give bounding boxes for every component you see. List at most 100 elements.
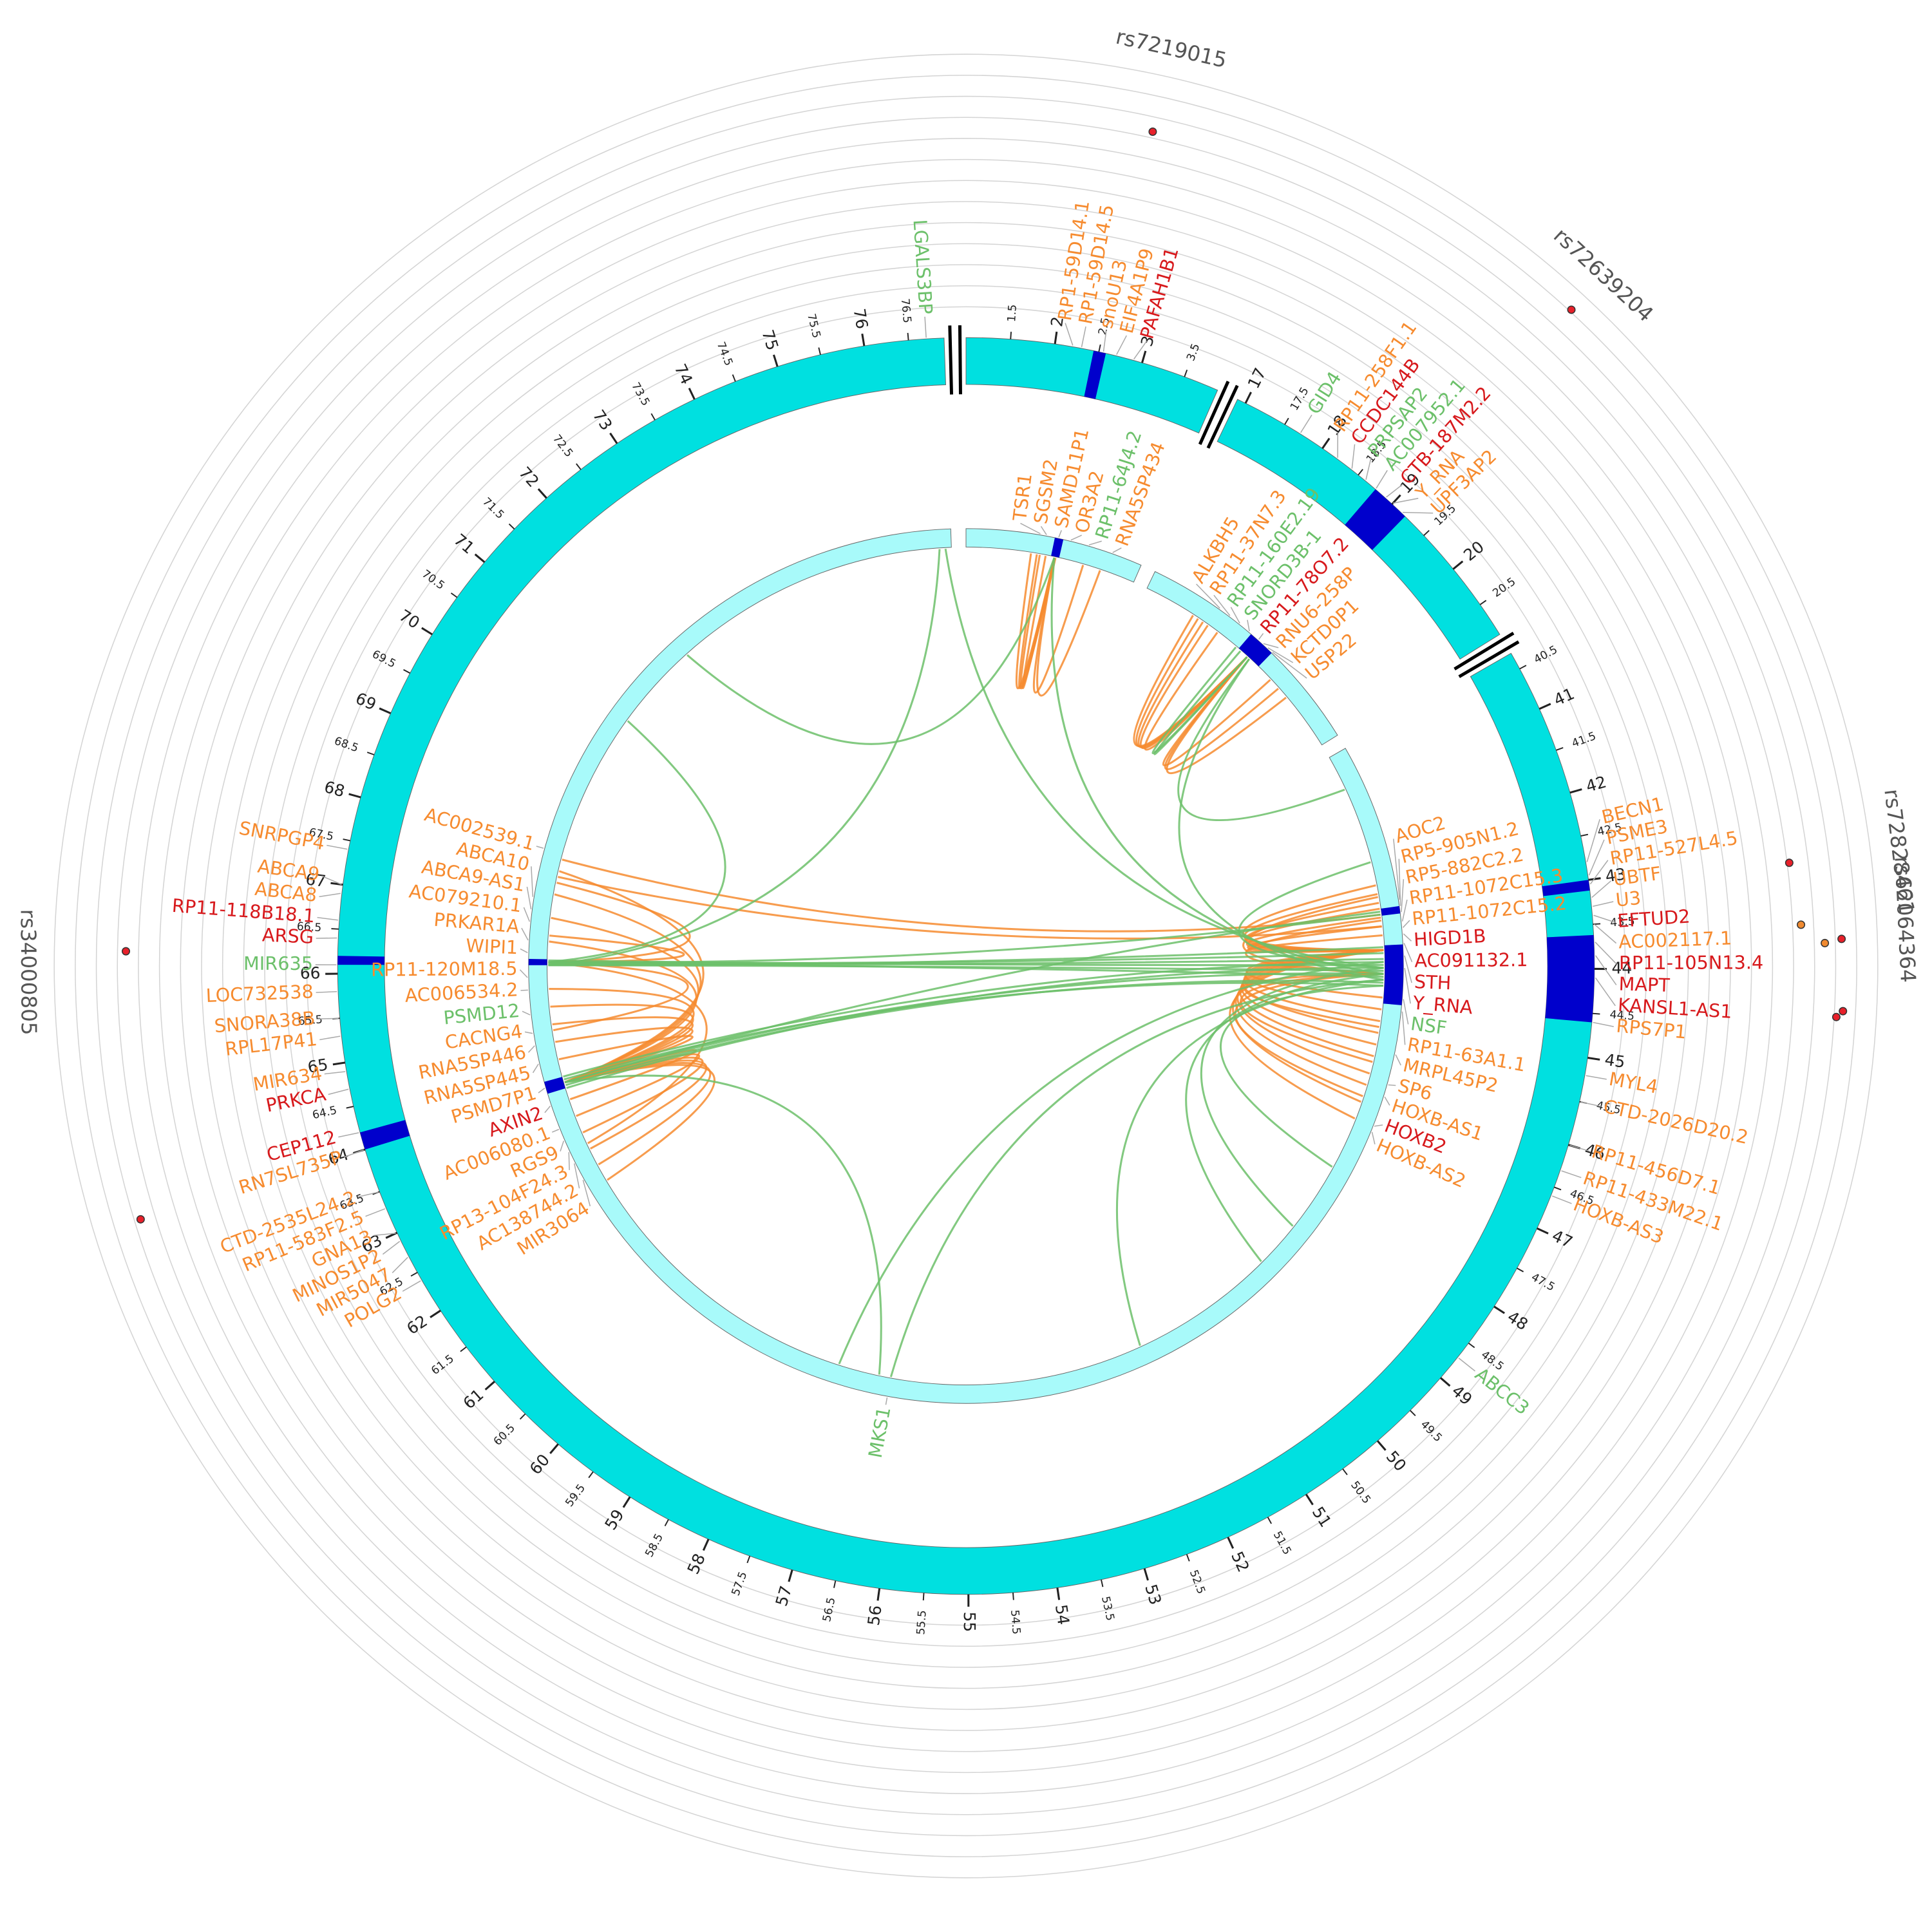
segment-break [948, 325, 954, 395]
label-connector [1593, 901, 1614, 907]
label-connector [885, 1397, 888, 1405]
tick-label: 43.5 [1610, 915, 1636, 929]
label-connector [573, 1163, 580, 1189]
label-connector [1580, 1101, 1602, 1107]
tick-label: 49.5 [1418, 1418, 1444, 1444]
tick-label: 53.5 [1099, 1595, 1117, 1622]
snp-point [1821, 938, 1830, 947]
label-connector [1403, 999, 1409, 1025]
tick-label: 50 [1383, 1447, 1410, 1475]
inner-ring-segment [1146, 571, 1338, 746]
tick-label: 56 [864, 1604, 886, 1627]
label-connector [1586, 1075, 1607, 1080]
link [1153, 650, 1248, 755]
label-connector [526, 886, 532, 910]
link [549, 988, 695, 1084]
label-connector [1395, 1054, 1401, 1066]
label-connector [1040, 526, 1047, 535]
link [1144, 632, 1248, 751]
snp-point [122, 947, 131, 956]
label-connector [1393, 838, 1401, 900]
label-connector [1058, 530, 1062, 538]
tick-label: 43 [1604, 864, 1627, 886]
label-connector [317, 1018, 339, 1019]
tick-label: 52 [1227, 1549, 1253, 1575]
link [1177, 658, 1345, 822]
link [548, 882, 691, 963]
link [562, 858, 1381, 933]
gene-label: STH [1414, 971, 1452, 994]
tick-mark [588, 1471, 594, 1479]
tick-label: 1.5 [1005, 304, 1019, 323]
gene-label: AC091132.1 [1414, 949, 1528, 972]
link [1185, 972, 1384, 1262]
label-connector [392, 1256, 408, 1274]
tick-mark [1056, 1587, 1061, 1600]
inner-highlight [544, 1077, 565, 1094]
label-connector [544, 1105, 551, 1113]
grid-circle [243, 243, 1689, 1689]
outer-highlight [1542, 880, 1590, 896]
tick-label: 55 [960, 1611, 979, 1632]
link [1238, 861, 1384, 969]
tick-label: 74.5 [714, 340, 735, 368]
tick-mark [1358, 469, 1363, 476]
link [944, 548, 1384, 969]
tick-label: 60 [526, 1450, 554, 1478]
tick-mark [833, 1580, 837, 1588]
tick-mark [732, 374, 736, 382]
tick-mark [537, 488, 547, 499]
tick-label: 50.5 [1348, 1479, 1373, 1506]
label-connector [1589, 860, 1609, 885]
tick-label: 71.5 [480, 495, 506, 522]
tick-mark [746, 1555, 751, 1564]
label-connector [1401, 899, 1408, 922]
tick-label: 70.5 [419, 567, 447, 592]
label-connector [1588, 839, 1605, 876]
tick-label: 61 [460, 1385, 488, 1413]
label-connector [1230, 607, 1240, 624]
link [548, 720, 726, 963]
tick-mark [1101, 1579, 1104, 1587]
grid-circle [201, 201, 1731, 1731]
label-connector [1376, 469, 1388, 489]
tick-label: 65.5 [298, 1013, 323, 1028]
tick-mark [1141, 350, 1147, 363]
label-connector [319, 1036, 341, 1041]
tick-mark [348, 793, 361, 799]
gene-label: AC002117.1 [1618, 927, 1732, 952]
label-connector [1586, 819, 1600, 862]
label-connector [1196, 583, 1220, 609]
link [1240, 972, 1384, 1063]
tick-label: 72.5 [550, 433, 575, 460]
segment-break [1198, 381, 1230, 445]
gene-label: MYL4 [1607, 1068, 1660, 1098]
tick-label: 2 [1047, 316, 1067, 328]
label-connector [521, 927, 529, 941]
tick-mark [1593, 923, 1601, 925]
label-connector [1401, 1011, 1406, 1045]
tick-mark [1439, 1377, 1451, 1387]
tick-label: 74 [670, 361, 696, 387]
link [1050, 557, 1384, 975]
label-connector [1404, 955, 1412, 983]
label-connector [524, 1031, 533, 1034]
tick-label: 40.5 [1532, 643, 1560, 667]
snp-point [136, 1215, 145, 1224]
grid-circle [117, 117, 1815, 1815]
label-connector [1384, 1096, 1390, 1106]
snp-point [1832, 1012, 1841, 1021]
tick-label: 58 [684, 1551, 709, 1577]
tick-mark [1556, 747, 1564, 751]
tick-mark [1284, 417, 1289, 425]
gene-label: HIGD1B [1413, 925, 1486, 951]
tick-label: 67 [305, 869, 327, 891]
tick-mark [430, 1309, 441, 1318]
label-connector [1591, 880, 1612, 898]
label-connector [1404, 967, 1411, 1004]
outer-ring-segment [337, 337, 1595, 1595]
grid-circle [264, 264, 1668, 1668]
gene-label: RP11-120M18.5 [371, 958, 518, 981]
outer-highlight [1084, 350, 1106, 399]
segment-break [1206, 384, 1239, 449]
